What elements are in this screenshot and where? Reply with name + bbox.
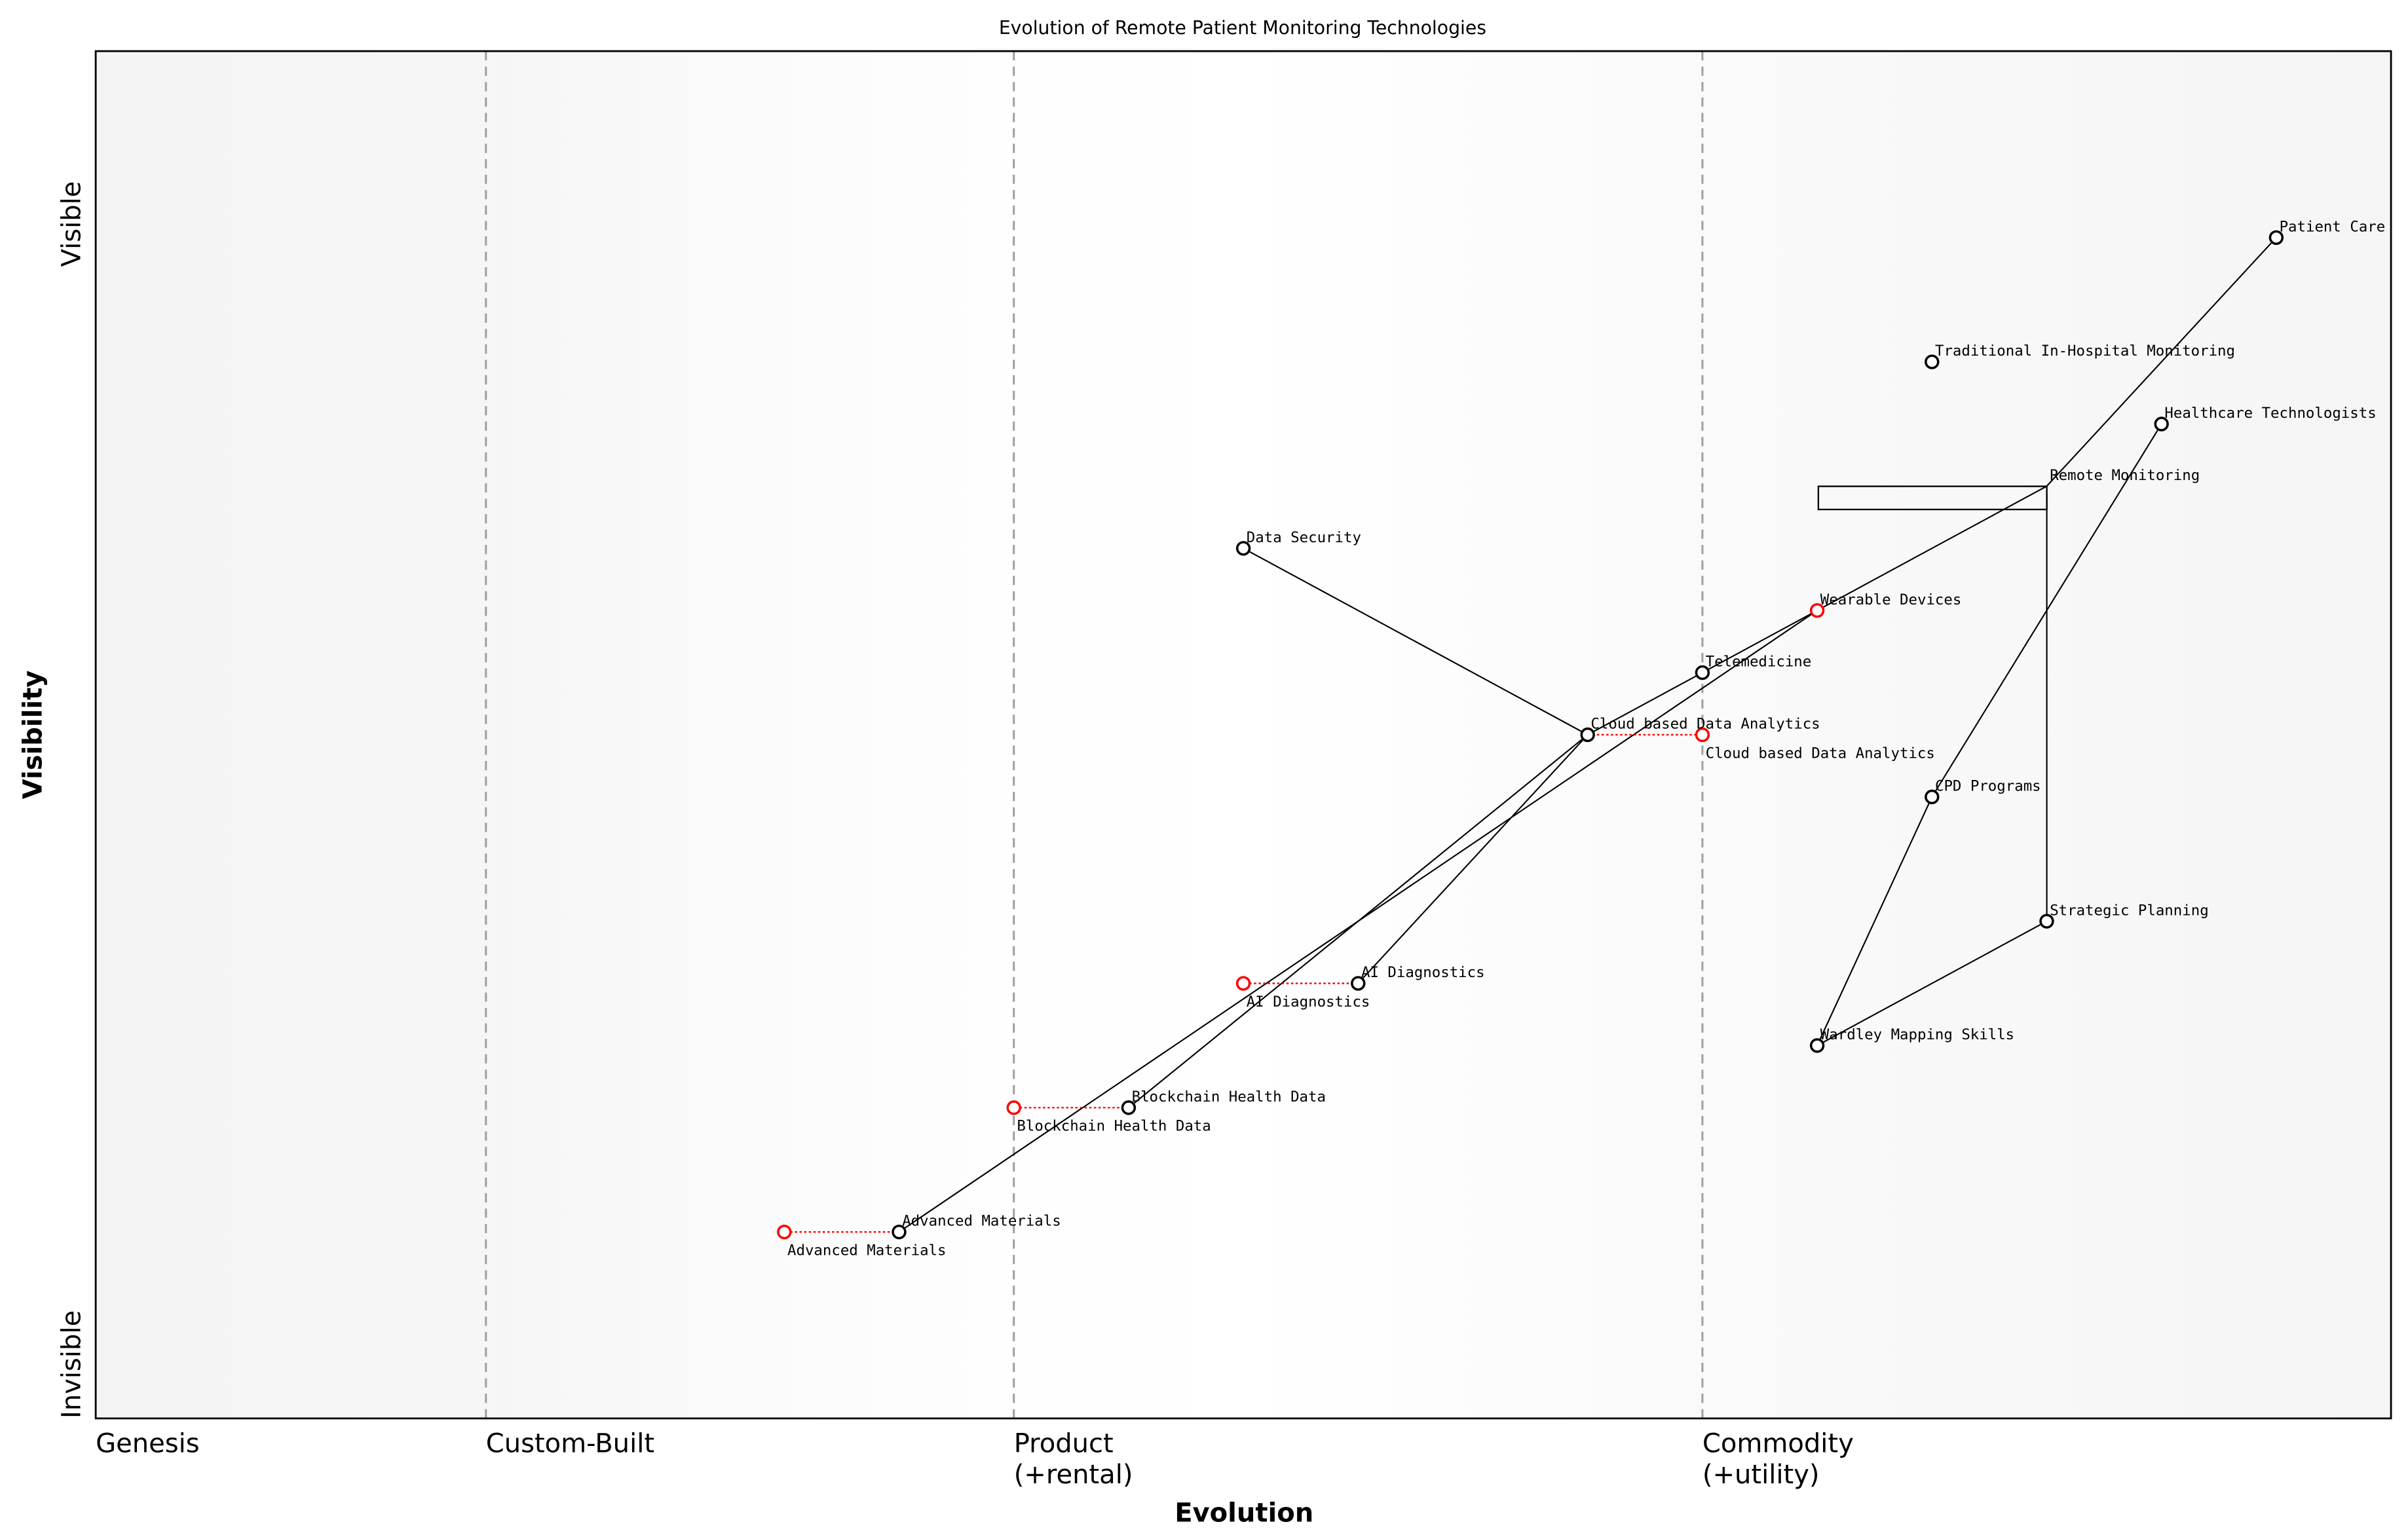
- x-axis-label: Evolution: [1175, 1498, 1313, 1529]
- evolved-node-blockchain-health-data: [1006, 1100, 1021, 1115]
- x-tick-line: Commodity: [1703, 1429, 1854, 1459]
- plot-area: [96, 51, 2392, 1418]
- evolved-node-cloud-based-data-analytics: [1695, 727, 1710, 743]
- node-label-strategic-planning: Strategic Planning: [2050, 902, 2208, 919]
- node-ai-diagnostics: [1351, 976, 1366, 991]
- node-label-cpd-programs: CPD Programs: [1935, 777, 2041, 794]
- edge-remote-monitoring-to-wearable-devices: [1816, 485, 2047, 612]
- edge-wearable-devices-to-telemedicine: [1702, 610, 1818, 674]
- node-label-data-security: Data Security: [1247, 529, 1361, 546]
- node-label-telemedicine: Telemedicine: [1706, 654, 1812, 671]
- edge-cloud-based-data-analytics-to-data-security: [1243, 547, 1589, 735]
- edge-telemedicine-to-cloud-based-data-analytics: [1587, 672, 1703, 735]
- node-strategic-planning: [2039, 914, 2054, 929]
- remote-monitoring-pipeline: [1817, 485, 2048, 922]
- node-patient-care: [2268, 230, 2284, 245]
- node-cpd-programs: [1925, 789, 1940, 805]
- node-label-healthcare-technologists: Healthcare Technologists: [2164, 405, 2376, 422]
- chart-title: Evolution of Remote Patient Monitoring T…: [999, 17, 1486, 39]
- x-tick-genesis: Genesis: [96, 1429, 200, 1459]
- node-blockchain-health-data: [1121, 1100, 1137, 1115]
- x-tick-custom-built: Custom-Built: [486, 1429, 654, 1459]
- node-healthcare-technologists: [2154, 417, 2169, 432]
- evolved-node-advanced-materials: [777, 1224, 792, 1240]
- node-label-blockchain-health-data: Blockchain Health Data: [1132, 1088, 1326, 1105]
- x-tick-line: (+utility): [1703, 1460, 1820, 1490]
- y-tick-visible: Visible: [57, 181, 87, 267]
- plot-frame: [94, 50, 2392, 1420]
- x-tick-line: Product: [1014, 1429, 1114, 1459]
- edge-patient-care-to-remote-monitoring: [2046, 237, 2277, 487]
- node-label-wardley-mapping-skills: Wardley Mapping Skills: [1820, 1026, 2014, 1043]
- node-label-patient-care: Patient Care: [2280, 218, 2386, 235]
- x-tick-commodity-utility: Commodity (+utility): [1703, 1429, 1854, 1490]
- evolved-label-advanced-materials: Advanced Materials: [787, 1242, 946, 1259]
- node-wardley-mapping-skills: [1809, 1038, 1825, 1053]
- node-cloud-based-data-analytics: [1580, 727, 1595, 743]
- x-tick-line: Custom-Built: [486, 1429, 654, 1459]
- edge-cloud-based-data-analytics-to-ai-diagnostics: [1357, 734, 1589, 984]
- edge-cpd-programs-to-wardley-mapping-skills: [1816, 796, 1933, 1046]
- evolved-label-cloud-based-data-analytics: Cloud based Data Analytics: [1706, 745, 1935, 762]
- node-label-advanced-materials: Advanced Materials: [902, 1213, 1061, 1230]
- node-telemedicine: [1695, 665, 1710, 680]
- edge-wardley-mapping-skills-to-strategic-planning: [1816, 920, 2047, 1047]
- evolved-label-ai-diagnostics: AI Diagnostics: [1247, 993, 1370, 1011]
- node-label-cloud-based-data-analytics: Cloud based Data Analytics: [1590, 716, 1820, 733]
- edge-cloud-based-data-analytics-to-blockchain-health-data: [1128, 734, 1589, 1109]
- y-tick-invisible: Invisible: [57, 1310, 87, 1418]
- node-data-security: [1235, 541, 1251, 556]
- x-tick-line: (+rental): [1014, 1460, 1133, 1490]
- node-label-wearable-devices: Wearable Devices: [1820, 591, 1962, 608]
- node-traditional-in-hospital-monitoring: [1925, 354, 1940, 369]
- evolved-label-blockchain-health-data: Blockchain Health Data: [1017, 1118, 1211, 1135]
- evolved-node-ai-diagnostics: [1235, 976, 1251, 991]
- node-label-traditional-in-hospital-monitoring: Traditional In-Hospital Monitoring: [1935, 343, 2235, 360]
- node-label-remote-monitoring: Remote Monitoring: [2050, 467, 2200, 484]
- y-axis-label: Visibility: [18, 671, 48, 800]
- x-tick-line: Genesis: [96, 1429, 200, 1459]
- x-tick-product-rental: Product (+rental): [1014, 1429, 1133, 1490]
- node-label-ai-diagnostics: AI Diagnostics: [1361, 964, 1485, 981]
- node-advanced-materials: [892, 1224, 907, 1240]
- node-wearable-devices: [1809, 603, 1825, 618]
